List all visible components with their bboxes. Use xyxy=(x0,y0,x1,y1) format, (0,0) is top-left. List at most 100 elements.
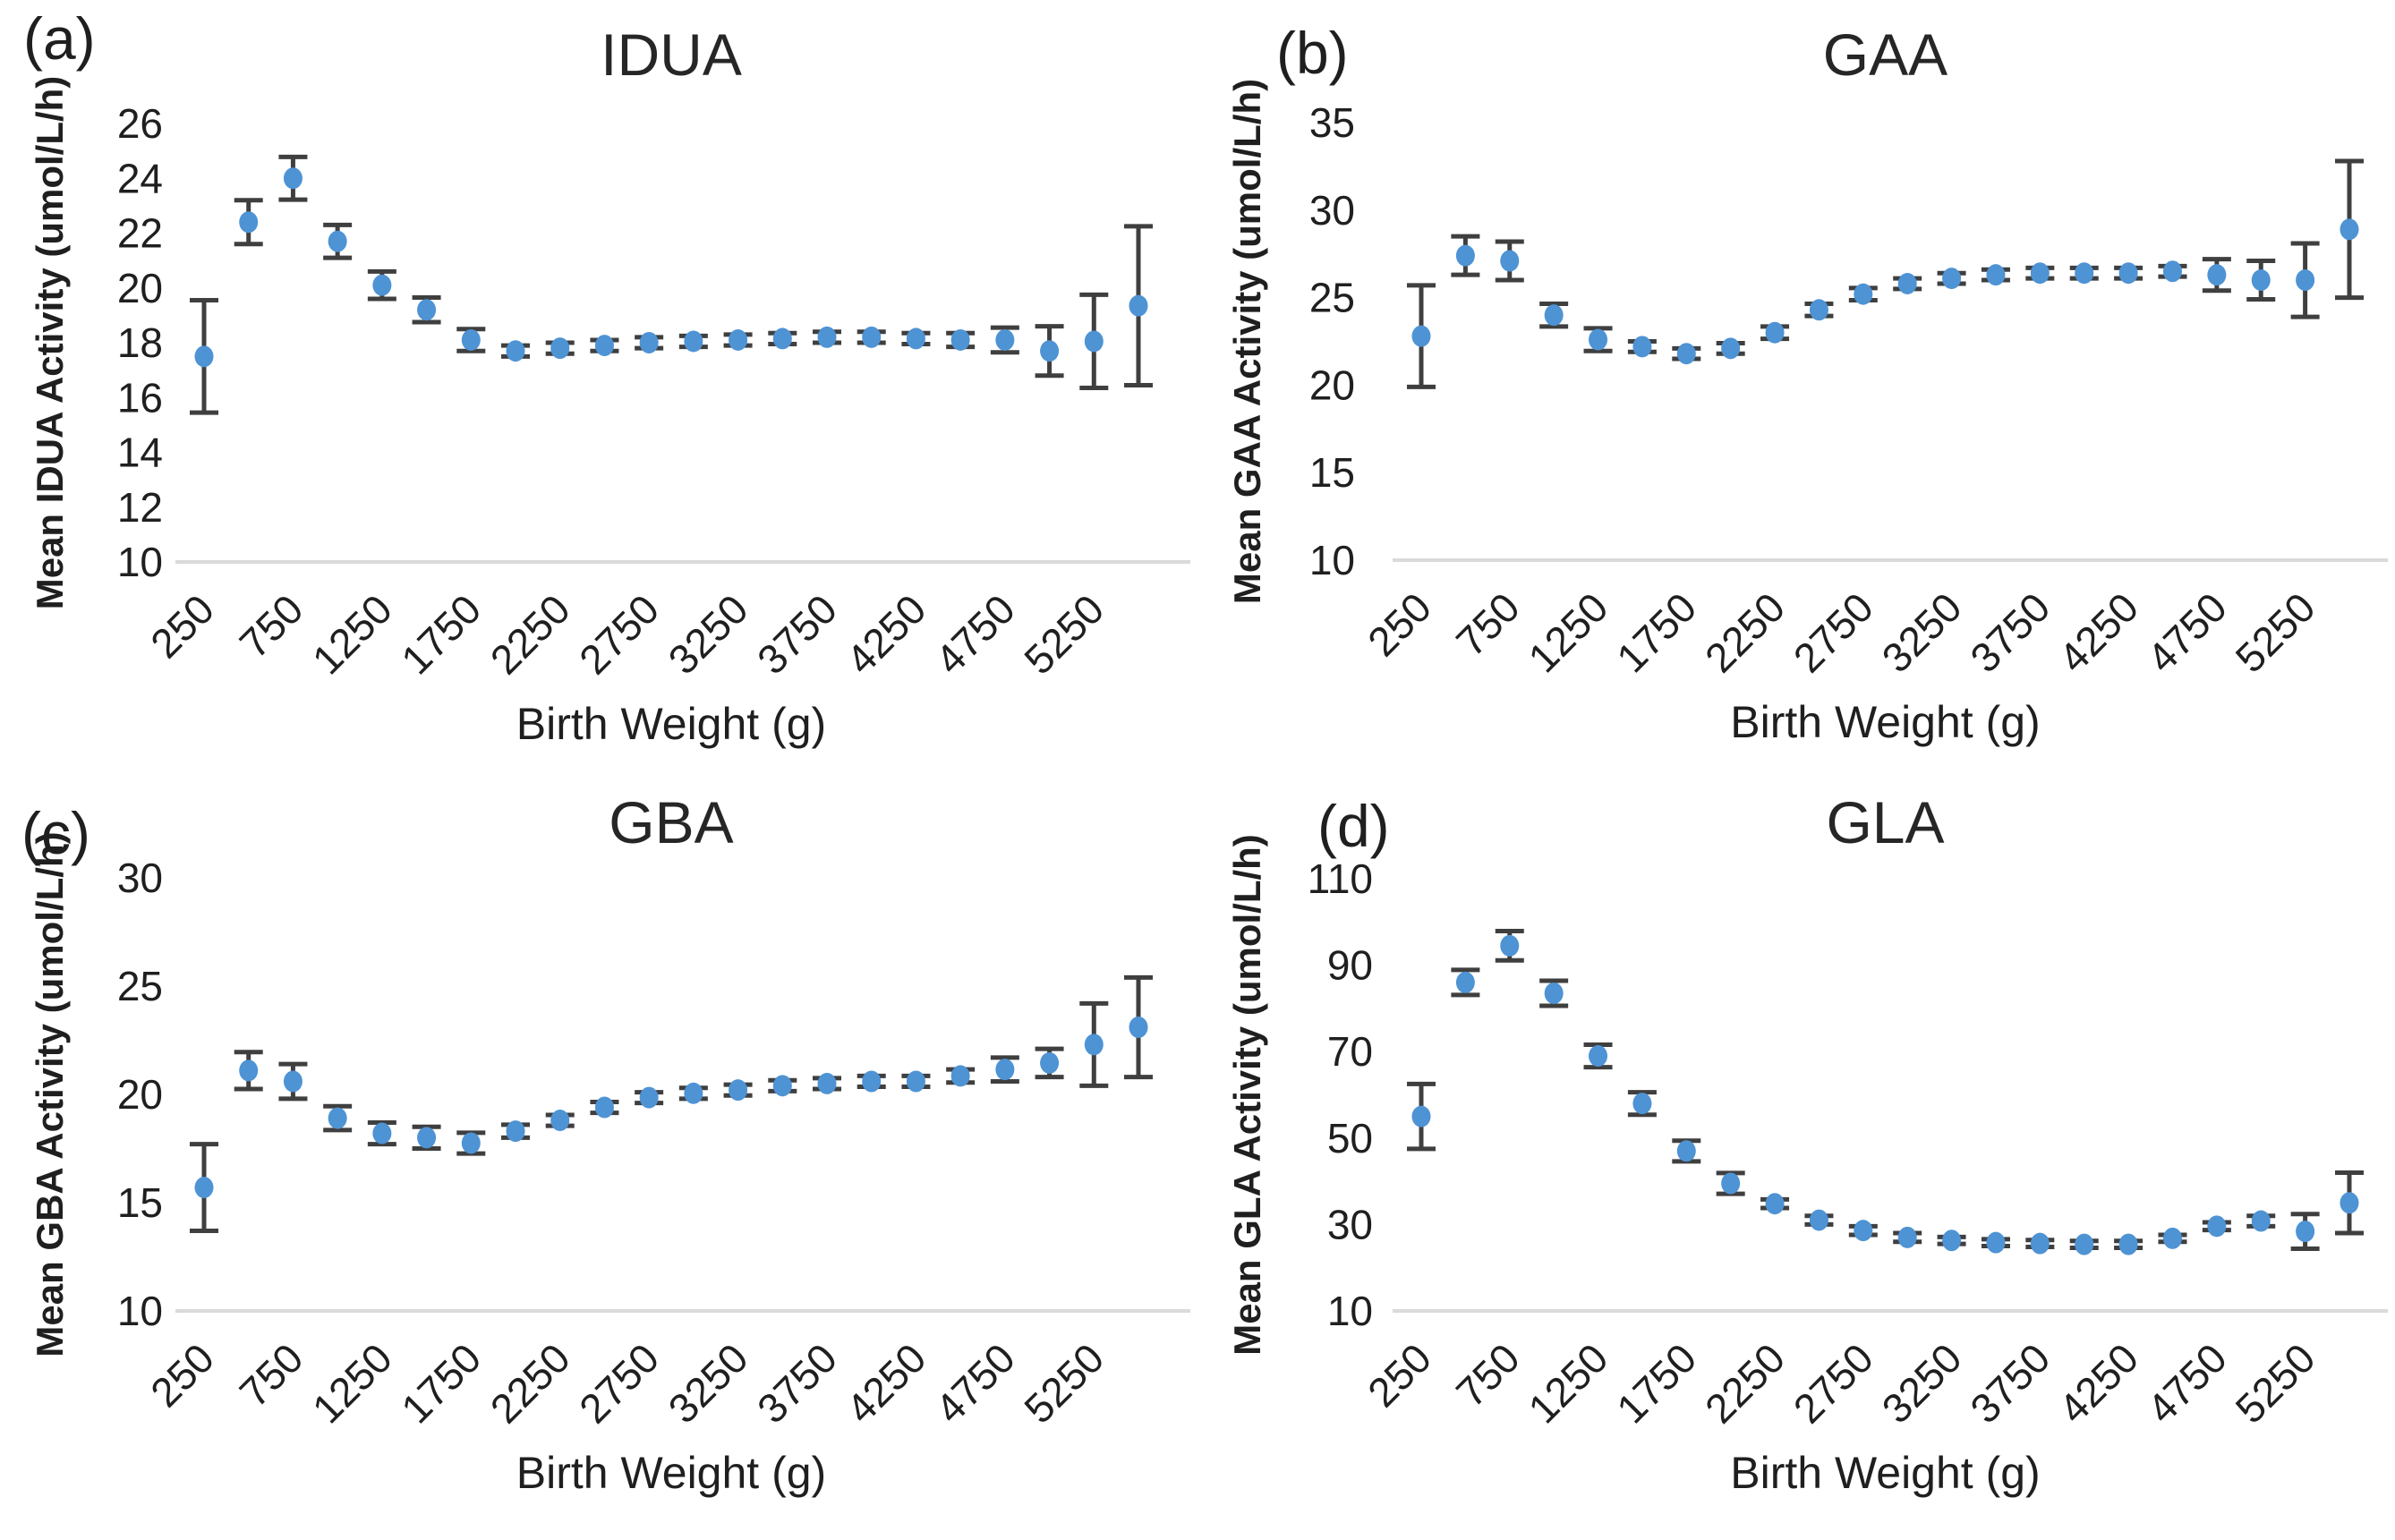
data-point xyxy=(1544,304,1564,327)
y-tick-label: 70 xyxy=(1327,1028,1373,1075)
x-tick-label: 3250 xyxy=(1873,583,1971,681)
x-tick-label: 4250 xyxy=(837,585,934,683)
x-tick-label: 250 xyxy=(1359,1334,1440,1416)
x-tick-label: 5250 xyxy=(2227,583,2324,681)
x-tick-label: 1250 xyxy=(303,585,401,683)
x-axis-title: Birth Weight (g) xyxy=(516,1448,826,1498)
x-tick-label: 4750 xyxy=(2138,1334,2236,1432)
data-point xyxy=(1084,1034,1104,1056)
data-point xyxy=(995,1059,1015,1081)
data-point xyxy=(239,211,259,234)
y-tick-label: 50 xyxy=(1327,1115,1373,1161)
data-point xyxy=(639,1086,659,1109)
data-point xyxy=(2030,262,2050,285)
data-point xyxy=(639,332,659,353)
data-point xyxy=(194,345,214,368)
data-point xyxy=(1809,1209,1828,1231)
y-tick-label: 18 xyxy=(117,319,163,366)
chart-title: GLA xyxy=(1826,789,1944,855)
data-point xyxy=(461,1132,481,1154)
data-point xyxy=(372,1122,392,1144)
data-point xyxy=(1411,1105,1431,1127)
data-point xyxy=(906,1070,925,1093)
y-tick-label: 30 xyxy=(117,855,163,901)
y-tick-label: 20 xyxy=(117,265,163,311)
data-point xyxy=(729,1079,748,1102)
y-tick-label: 90 xyxy=(1327,942,1373,989)
data-point xyxy=(2162,260,2182,283)
data-point xyxy=(550,337,570,360)
data-point xyxy=(1765,321,1785,344)
chart-idua: IDUA Mean IDUA Activity (umol/L/h) 10 12 14 1… xyxy=(29,21,1190,749)
y-tick-label: 20 xyxy=(117,1071,163,1118)
chart-title: GAA xyxy=(1823,21,1948,88)
panel-gla: (d) GLA Mean GLA Activity (umol/L/h) 10 30 5… xyxy=(1198,768,2395,1536)
data-point xyxy=(817,1072,837,1094)
data-point xyxy=(1129,1016,1148,1038)
data-point xyxy=(594,1096,614,1119)
y-tick-label: 12 xyxy=(117,484,163,531)
y-tick-label: 24 xyxy=(117,155,163,201)
chart-title: IDUA xyxy=(601,21,742,88)
data-point xyxy=(1809,299,1828,321)
x-tick-label: 750 xyxy=(230,1334,311,1416)
x-tick-label: 4750 xyxy=(926,585,1024,683)
y-tick-label: 35 xyxy=(1309,99,1355,146)
data-point xyxy=(2340,1192,2359,1214)
y-axis-title: Mean GBA Activity (umol/L/h) xyxy=(29,831,71,1357)
x-tick-label: 5250 xyxy=(1015,585,1112,683)
data-point xyxy=(328,1107,347,1129)
y-tick-label: 10 xyxy=(1309,537,1355,583)
data-point xyxy=(1040,1051,1060,1074)
data-point xyxy=(2207,264,2227,286)
x-axis-title: Birth Weight (g) xyxy=(1730,697,2040,747)
y-tick-label: 110 xyxy=(1308,855,1373,902)
x-tick-label: 3750 xyxy=(1961,1334,2058,1432)
x-tick-label: 4250 xyxy=(2050,1334,2147,1432)
x-tick-label: 1750 xyxy=(1607,583,1705,681)
data-point xyxy=(461,328,481,351)
data-point xyxy=(1084,330,1104,353)
data-point xyxy=(1632,336,1652,358)
x-tick-label: 5250 xyxy=(1015,1334,1112,1432)
y-tick-label: 30 xyxy=(1327,1201,1373,1247)
panel-idua: (a) IDUA Mean IDUA Activity (umol/L/h) 10 1… xyxy=(0,0,1198,768)
data-point xyxy=(1676,1140,1696,1162)
data-point xyxy=(906,328,925,350)
data-point xyxy=(684,1082,703,1104)
data-point xyxy=(506,340,525,362)
x-tick-label: 4250 xyxy=(2050,583,2147,681)
y-tick-label: 10 xyxy=(117,1288,163,1334)
x-tick-label: 3750 xyxy=(748,585,846,683)
data-point xyxy=(1589,328,1608,351)
data-point xyxy=(1544,982,1564,1004)
data-point xyxy=(417,1127,437,1149)
data-point xyxy=(1676,343,1696,365)
data-point xyxy=(1500,250,1520,272)
data-point xyxy=(594,335,614,357)
data-point xyxy=(772,328,792,350)
x-tick-label: 2750 xyxy=(1785,1334,1882,1432)
chart-gba: GBA Mean GBA Activity (umol/L/h) 10 15 20 25 3… xyxy=(29,789,1190,1498)
data-point xyxy=(1589,1045,1608,1068)
data-point xyxy=(1632,1093,1652,1115)
chart-gla: GLA Mean GLA Activity (umol/L/h) 10 30 50 70 9… xyxy=(1226,789,2388,1498)
data-point xyxy=(1897,1226,1917,1248)
data-point xyxy=(1897,272,1917,294)
data-point xyxy=(506,1120,525,1143)
x-tick-label: 2750 xyxy=(570,1334,668,1432)
x-tick-label: 2250 xyxy=(482,1334,579,1432)
y-tick-label: 14 xyxy=(117,430,163,476)
data-point xyxy=(1455,244,1475,267)
data-point xyxy=(2251,269,2271,292)
data-point xyxy=(372,274,392,296)
x-tick-label: 3750 xyxy=(748,1334,846,1432)
x-tick-label: 2250 xyxy=(1696,1334,1794,1432)
x-tick-label: 1750 xyxy=(392,1334,490,1432)
x-tick-label: 1250 xyxy=(1519,583,1616,681)
data-point xyxy=(817,326,837,348)
x-tick-label: 4750 xyxy=(2138,583,2236,681)
x-tick-label: 750 xyxy=(230,585,311,667)
data-point xyxy=(729,328,748,351)
x-axis-title: Birth Weight (g) xyxy=(516,699,826,749)
